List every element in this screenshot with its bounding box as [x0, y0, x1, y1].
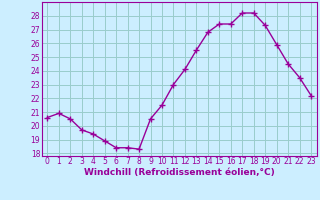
X-axis label: Windchill (Refroidissement éolien,°C): Windchill (Refroidissement éolien,°C) — [84, 168, 275, 177]
